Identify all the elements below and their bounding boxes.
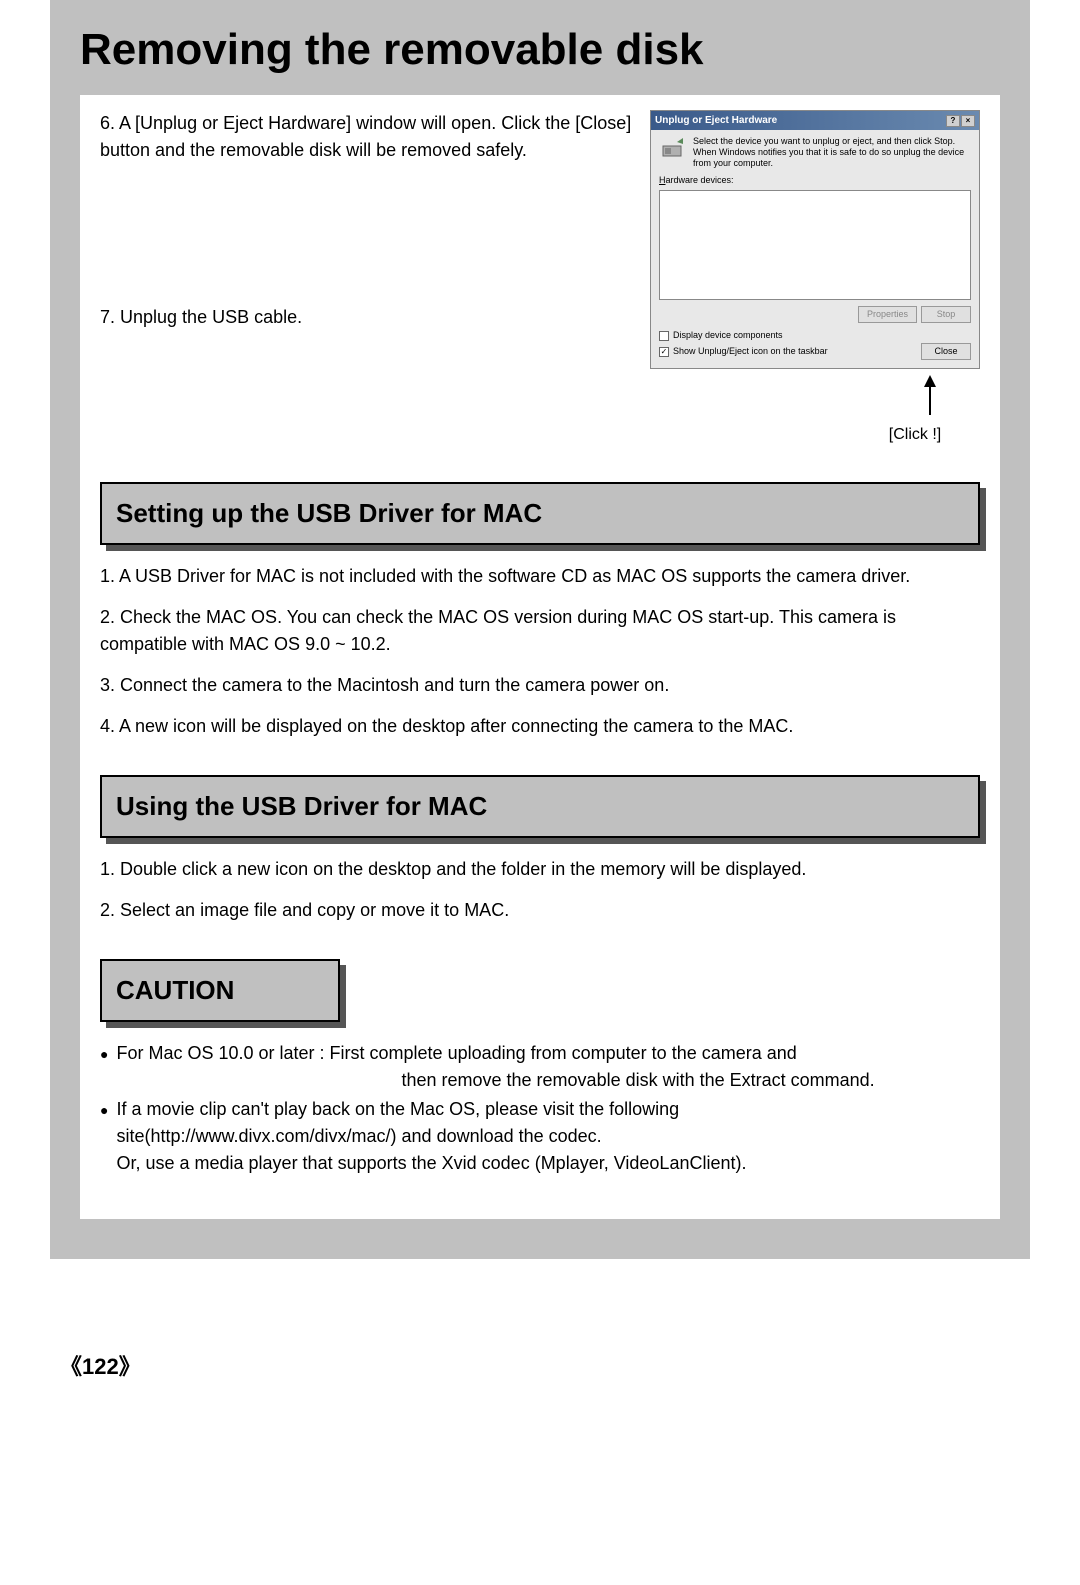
page-title: Removing the removable disk [80, 0, 1000, 95]
dialog-bottom: Display device components ✓ Show Unplug/… [659, 329, 971, 360]
dialog-btn-row1: Properties Stop [659, 306, 971, 324]
using-step-2: 2. Select an image file and copy or move… [100, 897, 980, 924]
dialog-device-list[interactable] [659, 190, 971, 300]
bullet-icon: ● [100, 1096, 108, 1177]
section-title-setup: Setting up the USB Driver for MAC [100, 482, 980, 545]
caution-2-line2: site(http://www.divx.com/divx/mac/) and … [116, 1123, 980, 1150]
step-7: 7. Unplug the USB cable. [100, 304, 635, 331]
caution-2-line1: If a movie clip can't play back on the M… [116, 1096, 980, 1123]
setup-step-1: 1. A USB Driver for MAC is not included … [100, 563, 980, 590]
dialog-titlebar: Unplug or Eject Hardware ? × [651, 111, 979, 130]
close-icon[interactable]: × [961, 115, 975, 127]
section-header-using: Using the USB Driver for MAC [100, 775, 980, 838]
check1-label: Display device components [673, 329, 783, 343]
check-show-icon[interactable]: ✓ Show Unplug/Eject icon on the taskbar [659, 345, 921, 359]
dialog-checkboxes: Display device components ✓ Show Unplug/… [659, 329, 921, 360]
checkbox-icon [659, 331, 669, 341]
using-step-1: 1. Double click a new icon on the deskto… [100, 856, 980, 883]
caution-1-line2: then remove the removable disk with the … [401, 1067, 980, 1094]
dialog-title-buttons: ? × [946, 115, 975, 127]
setup-step-4: 4. A new icon will be displayed on the d… [100, 713, 980, 740]
dialog-info-row: Select the device you want to unplug or … [659, 136, 971, 168]
caution-bullet-2: ● If a movie clip can't play back on the… [100, 1096, 980, 1177]
setup-step-3: 3. Connect the camera to the Macintosh a… [100, 672, 980, 699]
click-label: [Click !] [850, 423, 980, 447]
eject-hardware-dialog: Unplug or Eject Hardware ? × [650, 110, 980, 369]
dialog-info-text: Select the device you want to unplug or … [693, 136, 971, 168]
bullet-icon: ● [100, 1040, 108, 1094]
setup-step-2: 2. Check the MAC OS. You can check the M… [100, 604, 980, 658]
section-title-using: Using the USB Driver for MAC [100, 775, 980, 838]
check2-label: Show Unplug/Eject icon on the taskbar [673, 345, 828, 359]
step-6: 6. A [Unplug or Eject Hardware] window w… [100, 110, 635, 164]
caution-1-text: For Mac OS 10.0 or later : First complet… [116, 1040, 980, 1094]
top-step-row: 6. A [Unplug or Eject Hardware] window w… [100, 110, 980, 447]
dialog-screenshot-wrap: Unplug or Eject Hardware ? × [650, 110, 980, 447]
manual-page: Removing the removable disk 6. A [Unplug… [50, 0, 1030, 1259]
caution-2-line3: Or, use a media player that supports the… [116, 1150, 980, 1177]
caution-2-text: If a movie clip can't play back on the M… [116, 1096, 980, 1177]
arrow-up-icon [910, 375, 950, 415]
caution-1-line1: For Mac OS 10.0 or later : First complet… [116, 1040, 980, 1067]
section-title-caution: CAUTION [100, 959, 340, 1022]
section-header-caution: CAUTION [100, 959, 340, 1022]
section-header-setup: Setting up the USB Driver for MAC [100, 482, 980, 545]
stop-button[interactable]: Stop [921, 306, 971, 324]
dialog-devices-label: Hardware devices: [659, 174, 971, 188]
page-body: 6. A [Unplug or Eject Hardware] window w… [80, 95, 1000, 1219]
dialog-title-text: Unplug or Eject Hardware [655, 113, 777, 128]
checkbox-icon: ✓ [659, 347, 669, 357]
check-display-components[interactable]: Display device components [659, 329, 921, 343]
close-button[interactable]: Close [921, 343, 971, 361]
properties-button[interactable]: Properties [858, 306, 917, 324]
caution-bullet-1: ● For Mac OS 10.0 or later : First compl… [100, 1040, 980, 1094]
help-icon[interactable]: ? [946, 115, 960, 127]
page-number: 《122》 [60, 1349, 1080, 1381]
hardware-icon [659, 136, 687, 164]
top-step-text: 6. A [Unplug or Eject Hardware] window w… [100, 110, 635, 447]
dialog-body: Select the device you want to unplug or … [651, 130, 979, 368]
